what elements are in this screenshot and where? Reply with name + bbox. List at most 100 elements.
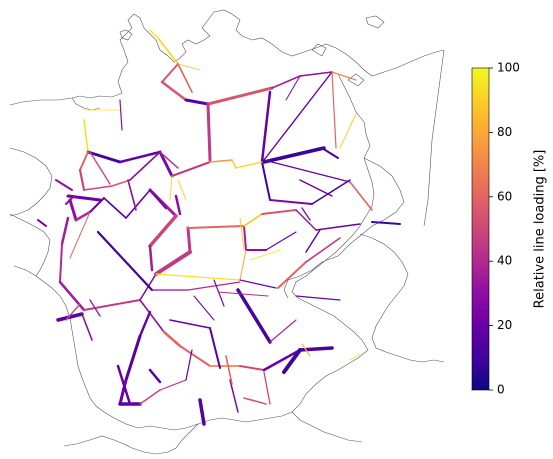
transmission-line (209, 327, 221, 369)
transmission-line (235, 161, 263, 169)
transmission-line (239, 279, 277, 289)
transmission-line (177, 63, 193, 93)
transmission-line (148, 244, 154, 272)
transmission-line (349, 353, 361, 361)
transmission-line (239, 249, 247, 281)
transmission-line (68, 198, 78, 222)
transmission-line (158, 150, 174, 178)
border-poland (423, 49, 445, 227)
transmission-line (55, 179, 73, 191)
transmission-line (116, 364, 132, 406)
transmission-line (331, 71, 357, 81)
transmission-line (127, 179, 137, 211)
transmission-line (154, 250, 192, 276)
border-islands-3 (311, 43, 327, 57)
transmission-line (81, 313, 93, 341)
transmission-line (269, 319, 297, 343)
transmission-line (371, 221, 401, 225)
border-west (9, 213, 51, 277)
transmission-line (261, 209, 297, 215)
transmission-line (148, 188, 168, 210)
transmission-line (103, 197, 127, 219)
colorbar-tick-label: 60 (497, 189, 512, 203)
transmission-line (139, 299, 165, 333)
colorbar-gradient (471, 67, 490, 391)
transmission-line (260, 90, 272, 164)
transmission-line (177, 179, 187, 201)
transmission-line (295, 209, 317, 231)
border-east-outer (283, 157, 405, 299)
transmission-line (295, 295, 341, 301)
colorbar-tick-label: 20 (497, 318, 512, 332)
transmission-line (315, 223, 361, 231)
transmission-line (225, 355, 233, 385)
transmission-line (311, 179, 351, 205)
transmission-line (229, 379, 239, 413)
transmission-line (263, 71, 333, 161)
transmission-line (198, 398, 206, 426)
border-north-coast (9, 9, 445, 106)
transmission-line (125, 189, 151, 219)
transmission-line (285, 75, 301, 101)
transmission-line (263, 159, 351, 183)
transmission-line (231, 159, 237, 169)
border-islands-1 (119, 29, 133, 41)
transmission-line (139, 389, 161, 405)
transmission-line (169, 175, 173, 201)
transmission-line (271, 75, 301, 89)
transmission-line (177, 63, 201, 71)
transmission-line (83, 299, 141, 311)
border-southeast-a (359, 233, 445, 363)
transmission-line (187, 225, 245, 229)
transmission-line (148, 368, 162, 384)
transmission-line (206, 86, 274, 106)
transmission-line (265, 231, 297, 251)
transmission-line (185, 349, 193, 381)
transmission-line (239, 217, 245, 251)
transmission-line (78, 168, 86, 192)
transmission-line (174, 194, 182, 216)
transmission-line (263, 371, 271, 405)
transmission-line (261, 161, 271, 201)
border-bay (71, 97, 101, 111)
transmission-line (124, 334, 142, 382)
transmission-line (155, 273, 241, 281)
transmission-line (59, 243, 63, 283)
transmission-line (159, 151, 179, 169)
transmission-line (236, 288, 272, 344)
border-islands-4 (347, 73, 365, 87)
transmission-line (149, 29, 159, 39)
transmission-line (299, 71, 333, 77)
transmission-line (37, 219, 47, 227)
border-austria (291, 411, 363, 443)
transmission-line (193, 295, 215, 321)
border-southeast-b (13, 265, 293, 431)
country-borders (9, 9, 445, 455)
transmission-line (89, 151, 111, 185)
transmission-line (339, 113, 357, 149)
transmission-line (186, 226, 192, 254)
transmission-line (213, 279, 225, 307)
colorbar-tick-label: 100 (497, 61, 520, 75)
transmission-line (83, 185, 113, 191)
transmission-line (305, 229, 321, 253)
transmission-line (349, 181, 373, 211)
transmission-line (83, 119, 89, 153)
transmission-line (243, 213, 263, 227)
transmission-line (299, 179, 333, 197)
transmission-line (243, 225, 247, 251)
transmission-line (60, 216, 70, 246)
transmission-line (159, 379, 187, 391)
transmission-line (119, 99, 123, 131)
transmission-line (65, 303, 81, 321)
transmission-line (269, 199, 313, 205)
transmission-line (56, 312, 84, 322)
transmission-line (249, 249, 281, 261)
colorbar: 0 20 40 60 80 100 Relative line loading [%] (471, 61, 548, 397)
transmission-line (305, 237, 341, 263)
transmission-line (206, 102, 212, 162)
transmission-line (111, 179, 131, 187)
transmission-line (209, 159, 233, 163)
transmission-line (74, 210, 92, 222)
